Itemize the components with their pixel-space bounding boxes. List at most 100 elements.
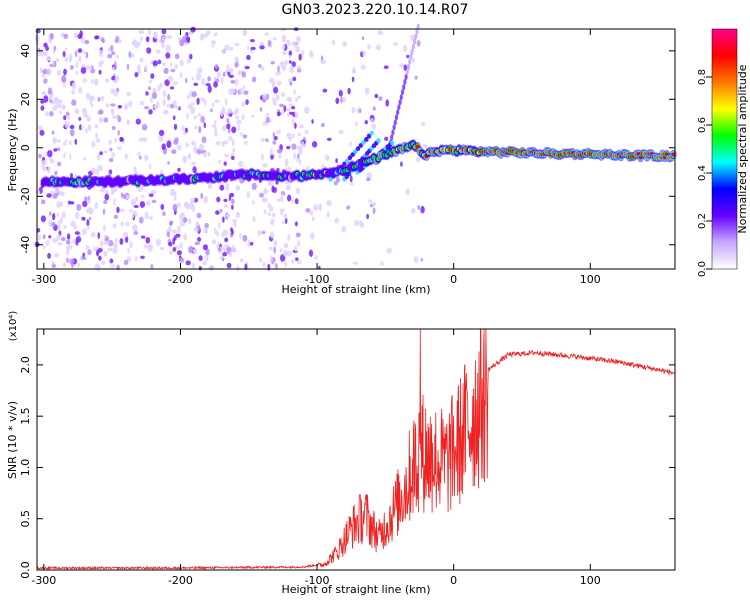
speckle-200 — [82, 78, 87, 83]
speckle-566 — [169, 250, 174, 255]
speckle-869 — [261, 153, 264, 161]
speckle-783 — [234, 42, 240, 47]
speckle-705 — [203, 152, 207, 158]
speckle-630 — [207, 183, 213, 190]
speckle-1070 — [411, 57, 416, 63]
speckle-963 — [264, 32, 270, 36]
speckle-225 — [77, 48, 83, 53]
speckle-569 — [167, 161, 170, 165]
speckle-308 — [70, 65, 74, 70]
speckle-507 — [199, 143, 205, 151]
speckle-962 — [270, 154, 274, 160]
speckle-303 — [70, 172, 73, 179]
speckle-371 — [139, 201, 146, 208]
speckle-902 — [289, 65, 295, 74]
speckle-778 — [245, 99, 249, 105]
speckle-685 — [150, 73, 155, 79]
speckle-411 — [207, 85, 212, 93]
speckle-781 — [242, 29, 248, 37]
speckle-726 — [186, 95, 190, 100]
speckle-462 — [198, 255, 203, 261]
speckle-243 — [103, 150, 108, 154]
speckle-774 — [251, 200, 255, 205]
speckle-663 — [226, 118, 230, 124]
speckle-545 — [227, 108, 233, 114]
speckle-863 — [261, 230, 266, 235]
speckle-1008 — [304, 106, 310, 114]
speckle-368 — [134, 72, 139, 78]
speckle-792 — [251, 76, 257, 83]
speckle-1057 — [420, 258, 423, 262]
speckle-300 — [71, 82, 76, 90]
speckle-442 — [223, 161, 227, 166]
speckle-900 — [286, 145, 291, 150]
speckle-965 — [262, 93, 266, 100]
speckle-941 — [291, 143, 297, 150]
speckle-887 — [288, 50, 292, 56]
speckle-1009 — [349, 175, 353, 183]
speckle-129 — [108, 240, 114, 247]
diag-blob-0-10 — [355, 146, 361, 152]
speckle-785 — [246, 46, 250, 51]
speckle-1018 — [318, 203, 323, 212]
speckle-700 — [150, 97, 153, 104]
speckle-971 — [367, 44, 372, 50]
speckle-950 — [268, 205, 274, 212]
speckle-1032 — [335, 158, 338, 164]
speckle-51 — [53, 96, 59, 104]
speckle-484 — [195, 73, 202, 81]
speckle-479 — [205, 248, 210, 256]
speckle-993 — [338, 129, 344, 134]
speckle-290 — [100, 95, 105, 102]
top-y-axis: -40 -20 0 20 40 — [19, 44, 675, 254]
speckle-987 — [366, 177, 371, 182]
speckle-583 — [204, 222, 209, 229]
speckle-469 — [215, 210, 220, 215]
speckle-831 — [286, 250, 292, 256]
speckle-716 — [217, 247, 221, 252]
speckle-730 — [148, 109, 153, 115]
speckle-870 — [271, 185, 275, 193]
speckle-961 — [281, 220, 286, 224]
speckle-142 — [68, 140, 72, 146]
speckle-464 — [168, 241, 173, 247]
speckle-120 — [110, 108, 115, 116]
speckle-311 — [81, 256, 87, 260]
speckle-995 — [321, 122, 325, 128]
speckle-908 — [286, 107, 291, 112]
speckle-727 — [202, 260, 207, 266]
speckle-634 — [193, 227, 199, 232]
speckle-1016 — [351, 106, 356, 114]
speckle-205 — [107, 46, 111, 53]
speckle-1004 — [314, 255, 318, 260]
speckle-738 — [147, 244, 153, 248]
speckle-396 — [139, 57, 144, 63]
speckle-920 — [266, 93, 269, 101]
speckle-702 — [226, 123, 231, 130]
speckle-227 — [90, 231, 96, 238]
speckle-563 — [188, 218, 192, 225]
speckle-60 — [61, 104, 66, 110]
branch-blob-3 — [390, 134, 394, 141]
speckle-468 — [145, 91, 149, 96]
speckle-931 — [279, 61, 285, 66]
speckle-886 — [294, 245, 298, 252]
speckle-939 — [265, 116, 270, 124]
speckle-73 — [42, 244, 46, 250]
speckle-367 — [123, 231, 128, 238]
speckle-105 — [35, 190, 41, 195]
speckle-998 — [333, 181, 338, 186]
branch-blob-6 — [393, 119, 397, 126]
speckle-966 — [291, 41, 295, 47]
speckle-994 — [368, 199, 373, 204]
snr-panel: -300 -200 -100 0 100 0.0 0.5 1.0 1.5 2.0 Height … — [6, 311, 676, 596]
speckle-608 — [183, 42, 189, 46]
speckle-472 — [191, 76, 195, 81]
speckle-1064 — [399, 63, 404, 68]
speckle-164 — [98, 49, 103, 58]
speckle-678 — [219, 208, 223, 213]
speckle-263 — [114, 237, 118, 243]
diag-blob-0-5 — [342, 161, 347, 167]
bottom-y-tick-label-2: 1.0 — [19, 459, 32, 477]
speckle-641 — [167, 226, 172, 233]
